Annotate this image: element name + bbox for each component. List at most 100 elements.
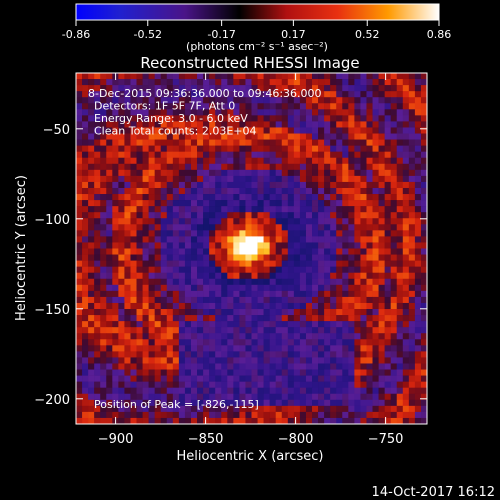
heatmap-pixel [124,278,131,286]
heatmap-pixel [142,121,149,128]
heatmap-pixel [130,230,137,237]
heatmap-pixel [178,284,186,292]
heatmap-pixel [197,175,204,183]
heatmap-pixel [420,260,427,267]
heatmap-pixel [112,309,119,316]
heatmap-pixel [106,345,113,352]
heatmap-pixel [239,73,246,80]
heatmap-pixel [318,97,325,104]
heatmap-pixel [408,230,416,237]
heatmap-pixel [372,357,379,364]
heatmap-pixel [348,248,355,255]
heatmap-pixel [366,157,373,165]
heatmap-pixel [348,339,355,346]
heatmap-pixel [94,369,101,376]
heatmap-pixel [136,405,143,413]
heatmap-pixel [215,236,222,243]
heatmap-pixel [354,357,361,364]
heatmap-pixel [372,224,379,231]
heatmap-pixel [209,296,216,304]
heatmap-pixel [100,290,107,298]
heatmap-pixel [190,254,198,261]
heatmap-pixel [190,327,198,334]
heatmap-pixel [251,290,258,298]
heatmap-pixel [227,200,234,207]
heatmap-pixel [245,73,252,80]
heatmap-pixel [336,399,343,407]
heatmap-pixel [227,157,234,165]
heatmap-pixel [251,417,258,424]
heatmap-pixel [330,121,337,128]
heatmap-pixel [76,151,83,159]
heatmap-pixel [293,169,301,177]
heatmap-pixel [263,236,270,243]
heatmap-pixel [348,169,355,177]
heatmap-pixel [342,351,349,358]
heatmap-pixel [94,339,101,346]
heatmap-pixel [215,315,222,322]
heatmap-pixel [269,115,277,122]
heatmap-pixel [263,405,270,413]
heatmap-pixel [190,345,198,352]
heatmap-pixel [160,375,168,382]
heatmap-pixel [360,345,367,352]
heatmap-pixel [281,363,289,370]
heatmap-pixel [318,242,325,249]
heatmap-pixel [305,260,313,267]
heatmap-pixel [269,151,277,159]
heatmap-pixel [372,296,379,304]
heatmap-pixel [239,339,246,346]
heatmap-pixel [342,73,349,80]
heatmap-pixel [142,79,149,86]
heatmap-pixel [190,272,198,280]
x-tick-label: −750 [368,432,404,447]
heatmap-pixel [330,302,337,310]
heatmap-pixel [390,145,398,152]
heatmap-pixel [136,200,143,207]
heatmap-pixel [154,133,162,140]
heatmap-pixel [318,363,325,370]
heatmap-pixel [360,260,367,267]
heatmap-pixel [281,139,289,146]
heatmap-pixel [251,224,258,231]
heatmap-pixel [142,212,149,219]
heatmap-pixel [88,206,95,213]
heatmap-pixel [166,278,174,286]
heatmap-pixel [184,417,192,424]
heatmap-pixel [257,218,264,225]
heatmap-pixel [112,411,119,419]
heatmap-pixel [287,91,295,98]
heatmap-pixel [148,133,155,140]
heatmap-pixel [172,266,180,274]
heatmap-pixel [257,411,264,419]
heatmap-pixel [281,103,289,110]
heatmap-pixel [100,212,107,219]
heatmap-pixel [148,357,155,364]
heatmap-pixel [299,127,307,134]
heatmap-pixel [197,200,204,207]
heatmap-pixel [215,224,222,231]
heatmap-pixel [178,109,186,116]
heatmap-pixel [384,411,391,419]
heatmap-pixel [239,284,246,292]
heatmap-pixel [94,375,101,382]
heatmap-pixel [112,97,119,104]
heatmap-pixel [227,194,234,201]
heatmap-pixel [287,218,295,225]
heatmap-pixel [215,278,222,286]
heatmap-pixel [324,302,331,310]
heatmap-pixel [414,357,422,364]
heatmap-pixel [263,363,270,370]
heatmap-pixel [269,345,277,352]
heatmap-pixel [360,163,367,171]
heatmap-pixel [142,109,149,116]
heatmap-pixel [106,278,113,286]
heatmap-pixel [118,357,125,364]
heatmap-pixel [227,296,234,304]
heatmap-pixel [384,375,391,382]
heatmap-pixel [342,369,349,376]
heatmap-pixel [366,194,373,201]
heatmap-pixel [197,381,204,388]
heatmap-pixel [420,302,427,310]
heatmap-pixel [281,242,289,249]
